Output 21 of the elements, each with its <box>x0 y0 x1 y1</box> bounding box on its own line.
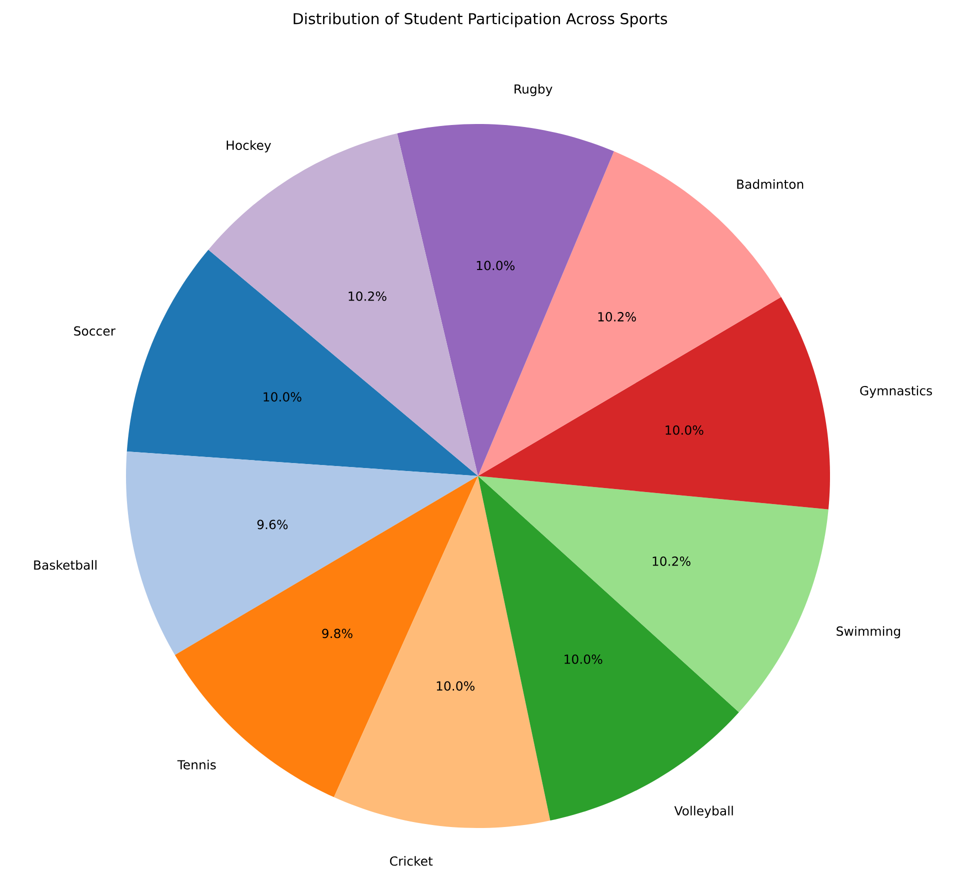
slice-label: Badminton <box>737 179 804 189</box>
slice-label: Hockey <box>226 140 271 152</box>
slice-label: Gymnastics <box>860 386 932 398</box>
data-label: 10.2% <box>598 312 636 322</box>
data-label: 10.0% <box>666 425 704 435</box>
data-label: 9.6% <box>257 520 288 530</box>
slice-label: Soccer <box>74 326 116 336</box>
data-label: 10.0% <box>564 654 602 664</box>
data-label: 10.0% <box>476 260 515 270</box>
data-label: 10.2% <box>348 291 386 301</box>
data-label: 9.8% <box>322 628 352 638</box>
slice-label: Tennis <box>177 760 216 770</box>
slice-label: Swimming <box>836 626 900 638</box>
slice-label: Volleyball <box>674 806 733 818</box>
data-label: 10.0% <box>264 392 302 402</box>
slice-label: Rugby <box>514 84 552 96</box>
slice-label: Cricket <box>390 856 433 866</box>
chart-title: Distribution of Student Participation Across Sports <box>294 12 668 28</box>
slice-label: Basketball <box>34 560 96 570</box>
data-label: 10.0% <box>436 681 474 691</box>
data-label: 10.2% <box>652 556 690 566</box>
